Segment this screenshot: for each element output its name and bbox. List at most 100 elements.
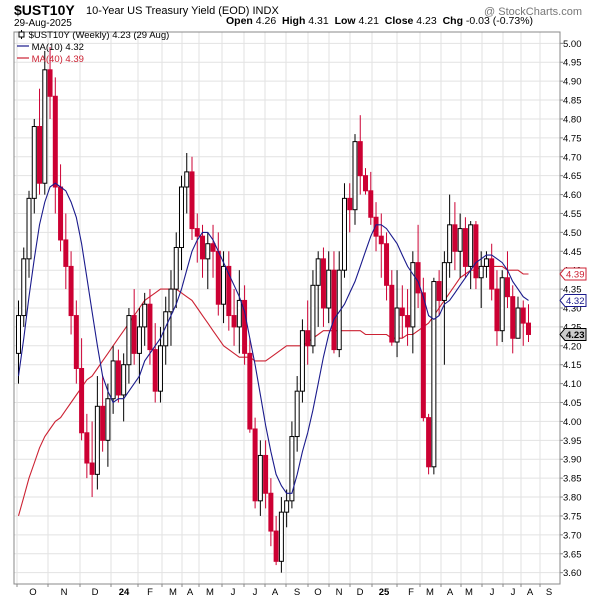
candle — [352, 134, 358, 225]
legend-main-label: $UST10Y (Weekly) 4.23 (29 Aug) — [28, 30, 170, 41]
candle — [252, 417, 258, 509]
candle — [415, 224, 421, 308]
candle-body — [205, 243, 211, 260]
x-tick-label: 25 — [379, 587, 390, 598]
candle — [294, 376, 300, 452]
candle-body — [226, 265, 232, 317]
candle — [142, 292, 148, 346]
candle — [231, 289, 237, 346]
copyright[interactable]: @ StockCharts.com — [484, 6, 582, 18]
price-tag-label: 4.32 — [566, 296, 585, 307]
high-label: High — [282, 15, 306, 27]
candle — [499, 270, 505, 343]
candle-body — [231, 315, 237, 328]
candle — [242, 285, 248, 365]
candle-body — [257, 454, 263, 502]
y-tick-label: 3.80 — [563, 493, 582, 504]
price-tag: 4.23 — [559, 327, 587, 341]
close-label: Close — [384, 15, 414, 27]
candle — [215, 232, 221, 316]
candle-body — [468, 224, 474, 267]
candle-body — [526, 322, 531, 335]
candle-body — [247, 352, 253, 430]
candle-body — [194, 228, 200, 237]
y-tick-label: 4.85 — [563, 96, 582, 107]
candle — [305, 300, 311, 365]
candle-body — [462, 228, 468, 267]
candle-body — [305, 330, 311, 347]
y-tick-label: 4.95 — [563, 58, 582, 69]
candle-body — [163, 311, 169, 347]
y-tick-label: 4.80 — [563, 114, 582, 125]
candle — [121, 353, 127, 422]
legend-main: $UST10Y (Weekly) 4.23 (29 Aug) — [17, 30, 169, 42]
candles-layer — [16, 47, 531, 573]
candle-body — [352, 141, 358, 211]
candle-body — [326, 269, 332, 309]
candle — [31, 118, 37, 214]
candle — [278, 497, 284, 573]
candle-body — [178, 186, 184, 249]
candle-body — [105, 398, 111, 441]
legend-ma40: MA(40) 4.39 — [17, 54, 169, 66]
candle — [247, 338, 253, 433]
ma40-layer — [17, 265, 529, 517]
candle — [310, 270, 316, 354]
candle-body — [184, 171, 190, 188]
candle — [447, 194, 453, 278]
candle-body — [336, 269, 342, 351]
candle — [436, 270, 442, 316]
candle-body — [136, 326, 142, 354]
open-label: Open — [226, 15, 253, 27]
candle — [452, 202, 458, 271]
x-tick-label: M — [206, 587, 214, 598]
candle-body — [168, 288, 174, 313]
candle — [363, 168, 369, 195]
chart-date: 29-Aug-2025 — [14, 18, 72, 29]
candle-body — [47, 69, 53, 97]
candle — [84, 413, 90, 479]
candle — [289, 421, 295, 509]
legend-candle-icon — [18, 30, 25, 39]
candle-body — [236, 299, 242, 328]
candle — [257, 440, 263, 516]
candle — [331, 251, 337, 354]
candle — [520, 300, 526, 346]
price-tag-box — [559, 327, 587, 341]
candle-body — [173, 247, 179, 290]
candle — [16, 300, 21, 384]
x-tick-label: A — [272, 587, 279, 598]
candle-body — [52, 95, 58, 188]
x-tick-label: J — [253, 587, 258, 598]
candle — [100, 376, 106, 452]
chg-value: -0.03 (-0.73%) — [465, 15, 534, 27]
candle-body — [284, 500, 290, 513]
candle — [515, 296, 521, 339]
ma10-layer — [17, 182, 529, 494]
candle-body — [252, 428, 258, 502]
y-tick-label: 5.00 — [563, 39, 582, 50]
candle — [347, 183, 353, 233]
candle — [357, 115, 363, 195]
candle — [210, 224, 216, 278]
candle-body — [441, 262, 447, 301]
candle — [510, 285, 516, 354]
symbol-label: $UST10Y — [14, 2, 75, 18]
x-tick-label: D — [357, 587, 364, 598]
y-tick-label: 3.60 — [563, 568, 582, 579]
candle-body — [341, 197, 347, 271]
stockcharts-logo-icon: @ StockCharts.com — [484, 6, 582, 18]
candle-body — [289, 436, 295, 502]
candle-body — [94, 405, 100, 475]
candle — [73, 300, 79, 384]
y-tick-label: 4.30 — [563, 304, 582, 315]
candle-body — [100, 405, 106, 441]
candle — [131, 289, 137, 365]
candle-body — [299, 330, 305, 392]
y-tick-label: 4.10 — [563, 379, 582, 390]
legend-ma10-label: MA(10) 4.32 — [31, 42, 84, 53]
candle — [157, 326, 163, 403]
x-tick-label: O — [314, 587, 321, 598]
open-value: 4.26 — [255, 15, 277, 27]
